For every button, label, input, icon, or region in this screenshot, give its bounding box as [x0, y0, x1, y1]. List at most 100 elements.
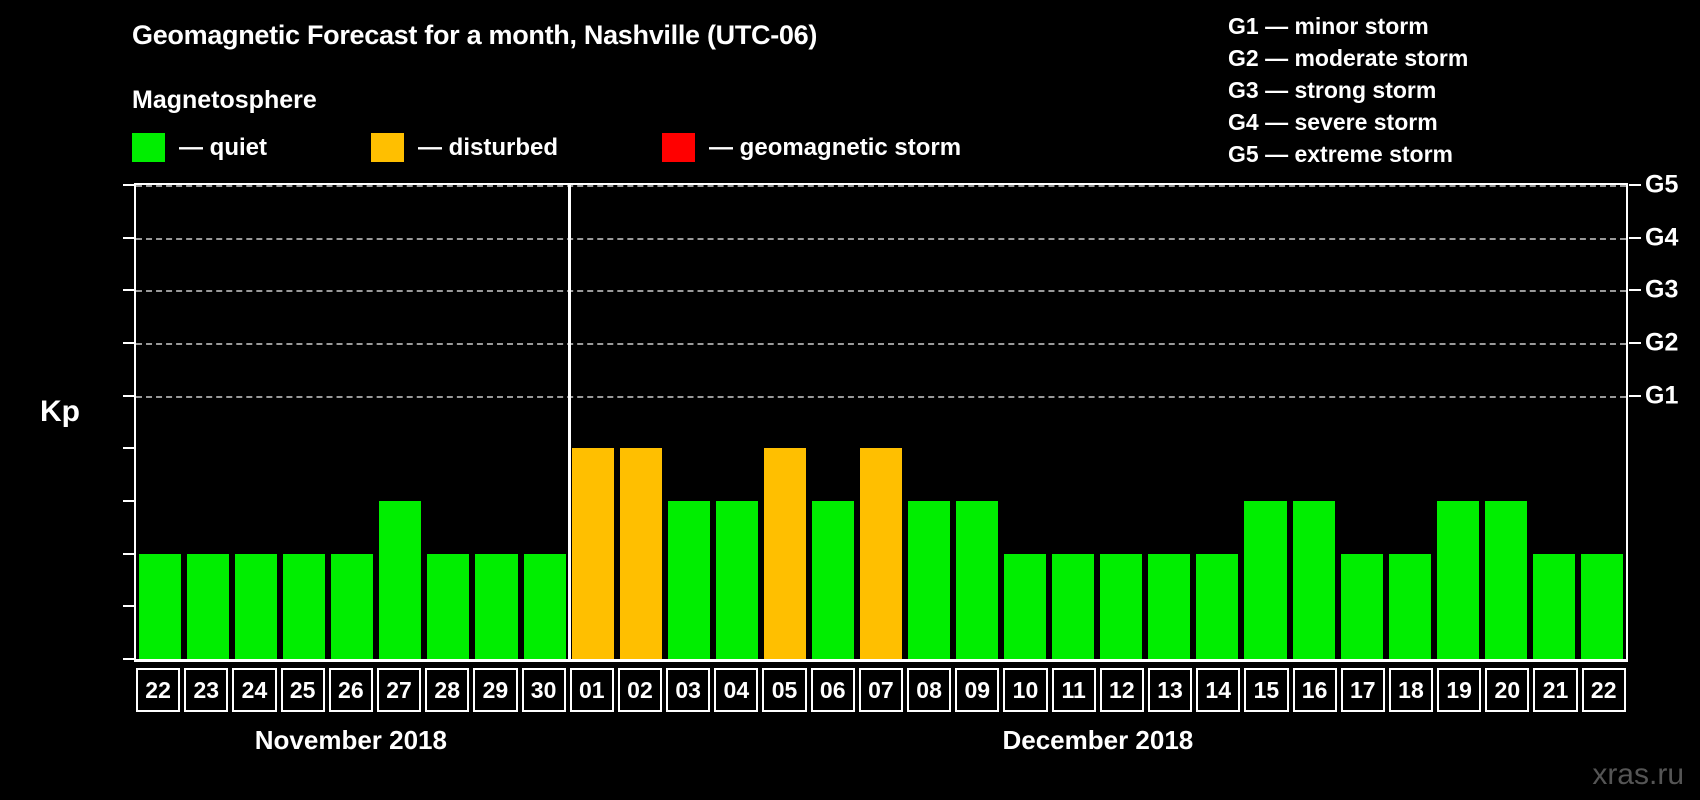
bar-december-12[interactable] [1100, 553, 1143, 659]
bar-cell[interactable] [617, 185, 665, 659]
bar-cell[interactable] [1290, 185, 1338, 659]
bar-cell[interactable] [713, 185, 761, 659]
bar-cell[interactable] [1578, 185, 1626, 659]
date-label-november-28[interactable]: 28 [425, 668, 470, 712]
bar-december-17[interactable] [1340, 553, 1383, 659]
bar-cell[interactable] [521, 185, 569, 659]
date-label-december-10[interactable]: 10 [1003, 668, 1048, 712]
plot-frame [134, 183, 1628, 662]
bar-cell[interactable] [1145, 185, 1193, 659]
bar-december-01[interactable] [571, 448, 614, 659]
g-axis-label-g5: G5 [1645, 170, 1679, 199]
bar-december-03[interactable] [667, 501, 710, 659]
date-label-november-27[interactable]: 27 [376, 668, 422, 712]
bar-december-09[interactable] [956, 501, 999, 659]
y-tick-mark-5 [123, 394, 134, 397]
bar-cell[interactable] [136, 185, 184, 659]
date-label-december-16[interactable]: 16 [1292, 668, 1337, 712]
bar-december-11[interactable] [1052, 553, 1095, 659]
bar-cell[interactable] [472, 185, 520, 659]
bar-december-08[interactable] [908, 501, 951, 659]
bar-cell[interactable] [1530, 185, 1578, 659]
bar-december-02[interactable] [619, 448, 662, 659]
bar-december-22[interactable] [1580, 553, 1623, 659]
date-label-december-06[interactable]: 06 [810, 668, 855, 712]
date-label-november-26[interactable]: 26 [328, 668, 373, 712]
date-label-december-08[interactable]: 08 [907, 668, 952, 712]
legend-item-quiet: — quiet [132, 133, 267, 162]
bar-cell[interactable] [905, 185, 953, 659]
bar-cell[interactable] [1386, 185, 1434, 659]
date-label-december-04[interactable]: 04 [714, 668, 759, 712]
date-label-november-25[interactable]: 25 [280, 668, 325, 712]
bar-november-28[interactable] [427, 553, 470, 659]
date-label-december-21[interactable]: 21 [1533, 668, 1578, 712]
bar-december-16[interactable] [1292, 501, 1335, 659]
date-label-december-01[interactable]: 01 [569, 668, 614, 712]
bar-cell[interactable] [1193, 185, 1241, 659]
bar-cell[interactable] [1434, 185, 1482, 659]
date-label-december-14[interactable]: 14 [1196, 668, 1241, 712]
bar-december-10[interactable] [1004, 553, 1047, 659]
bar-cell[interactable] [953, 185, 1001, 659]
date-label-december-20[interactable]: 20 [1485, 668, 1530, 712]
bar-cell[interactable] [280, 185, 328, 659]
bar-cell[interactable] [1241, 185, 1289, 659]
gridline-kp-5 [136, 395, 1626, 398]
date-label-november-30[interactable]: 30 [521, 668, 566, 712]
bar-cell[interactable] [1001, 185, 1049, 659]
y-tick-mark-1 [123, 605, 134, 608]
bar-cell[interactable] [809, 185, 857, 659]
bar-december-20[interactable] [1484, 501, 1527, 659]
bar-december-18[interactable] [1388, 553, 1431, 659]
bar-december-13[interactable] [1148, 553, 1191, 659]
bar-cell[interactable] [1049, 185, 1097, 659]
date-label-december-11[interactable]: 11 [1051, 668, 1096, 712]
date-label-december-13[interactable]: 13 [1147, 668, 1193, 712]
date-label-december-05[interactable]: 05 [762, 668, 807, 712]
bar-cell[interactable] [328, 185, 376, 659]
date-label-december-09[interactable]: 09 [955, 668, 1000, 712]
bar-december-06[interactable] [811, 501, 854, 659]
date-label-december-12[interactable]: 12 [1099, 668, 1144, 712]
bar-november-26[interactable] [331, 553, 374, 659]
date-label-december-02[interactable]: 02 [617, 668, 663, 712]
bar-november-24[interactable] [235, 553, 278, 659]
bar-december-21[interactable] [1532, 553, 1575, 659]
bar-december-19[interactable] [1436, 501, 1479, 659]
date-label-december-19[interactable]: 19 [1437, 668, 1482, 712]
bar-november-30[interactable] [523, 553, 566, 659]
bar-cell[interactable] [184, 185, 232, 659]
bar-december-15[interactable] [1244, 501, 1287, 659]
bar-december-04[interactable] [715, 501, 758, 659]
bar-cell[interactable] [232, 185, 280, 659]
date-label-december-03[interactable]: 03 [666, 668, 711, 712]
bar-november-29[interactable] [475, 553, 518, 659]
bar-cell[interactable] [569, 185, 617, 659]
bar-cell[interactable] [1097, 185, 1145, 659]
bar-cell[interactable] [424, 185, 472, 659]
bar-december-05[interactable] [763, 448, 806, 659]
date-label-november-24[interactable]: 24 [232, 668, 277, 712]
bar-november-23[interactable] [187, 553, 230, 659]
bar-cell[interactable] [1482, 185, 1530, 659]
bar-november-25[interactable] [283, 553, 326, 659]
plot-area [134, 183, 1628, 662]
date-label-december-07[interactable]: 07 [858, 668, 903, 712]
bar-november-22[interactable] [139, 553, 182, 659]
bar-december-14[interactable] [1196, 553, 1239, 659]
bar-cell[interactable] [857, 185, 905, 659]
bar-december-07[interactable] [859, 448, 902, 659]
date-label-december-17[interactable]: 17 [1340, 668, 1385, 712]
date-label-november-22[interactable]: 22 [136, 668, 181, 712]
date-label-november-29[interactable]: 29 [473, 668, 518, 712]
bar-cell[interactable] [665, 185, 713, 659]
bar-cell[interactable] [1338, 185, 1386, 659]
bar-november-27[interactable] [379, 501, 422, 659]
date-label-december-15[interactable]: 15 [1244, 668, 1289, 712]
bar-cell[interactable] [761, 185, 809, 659]
bar-cell[interactable] [376, 185, 424, 659]
date-label-december-18[interactable]: 18 [1388, 668, 1434, 712]
date-label-december-22[interactable]: 22 [1581, 668, 1626, 712]
date-label-november-23[interactable]: 23 [184, 668, 229, 712]
